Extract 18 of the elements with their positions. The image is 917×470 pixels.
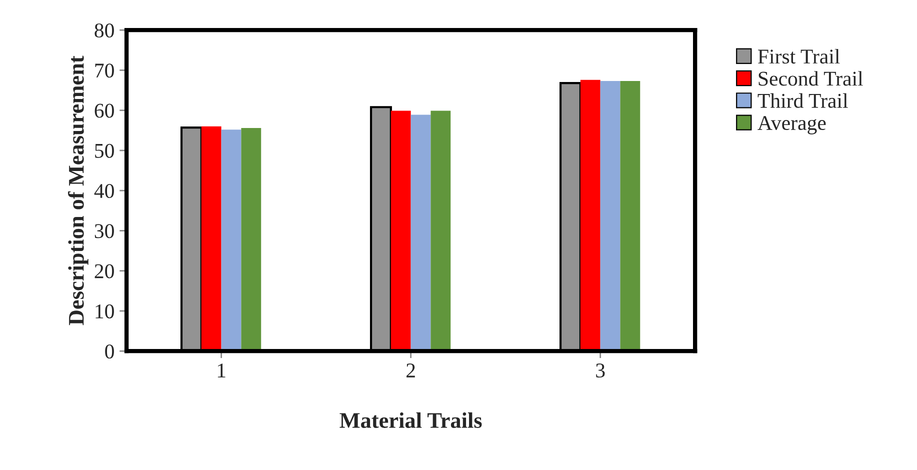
x-tick-label: 2	[406, 364, 415, 378]
y-tick-label: 30	[94, 224, 114, 238]
y-tick-label: 60	[94, 104, 114, 118]
legend-label: Third Trail	[758, 93, 848, 108]
y-tick-label: 10	[96, 304, 114, 318]
legend-label: Average	[758, 116, 826, 134]
y-tick-label: 80	[94, 23, 114, 38]
x-tick-label: 1	[218, 364, 226, 378]
x-tick-label: 3	[596, 364, 605, 378]
y-tick-label: 50	[95, 144, 114, 158]
y-axis-title: Description of Measurement	[68, 56, 88, 326]
x-axis-title: Material Trails	[340, 412, 482, 428]
legend-label: Second Trail	[758, 71, 863, 86]
y-tick-label: 40	[94, 184, 114, 198]
y-tick-label: 70	[95, 64, 114, 78]
y-tick-label: 0	[105, 344, 114, 359]
y-tick-label: 20	[94, 264, 114, 278]
legend-label: First Trail	[758, 48, 840, 64]
